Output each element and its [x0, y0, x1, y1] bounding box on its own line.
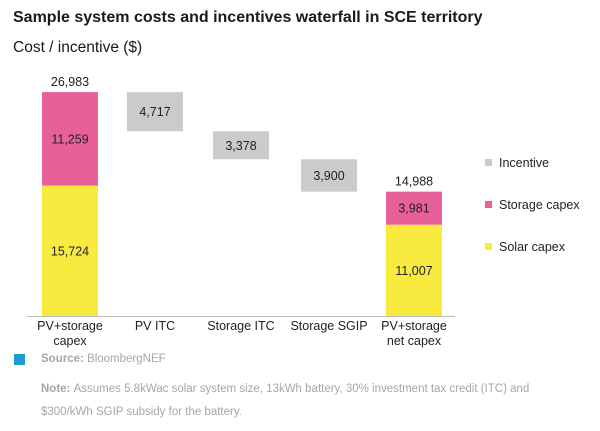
- source-line: Source: BloombergNEF: [14, 353, 166, 365]
- category-label-pv-storage-capex-line2: capex: [53, 334, 87, 348]
- bar-storage-capex-pv-storage-capex: [42, 92, 98, 186]
- category-label-storage-sgip: Storage SGIP: [290, 319, 367, 333]
- source-label: Source:: [41, 353, 84, 365]
- note-block: Note: Assumes 5.8kWac solar system size,…: [41, 378, 571, 424]
- legend-item-storage-capex: Storage capex: [485, 194, 580, 215]
- data-label-storage-capex-pv-storage-net-capex: 3,981: [398, 202, 429, 216]
- bar-storage-capex-pv-storage-net-capex: [386, 191, 442, 225]
- data-label-storage-capex-pv-storage-capex: 11,259: [51, 132, 88, 146]
- bar-solar-capex-pv-storage-net-capex: [386, 224, 442, 316]
- legend-label-incentive: Incentive: [499, 155, 550, 170]
- total-label-pv-storage-capex: 26,983: [51, 75, 89, 89]
- bar-incentive-storage-sgip: [301, 159, 357, 192]
- data-label-incentive-storage-sgip: 3,900: [313, 169, 344, 183]
- source-marker-icon: [14, 353, 25, 365]
- source-text: BloombergNEF: [87, 353, 166, 365]
- category-label-pv-storage-net-capex-line1: PV+storage: [381, 319, 447, 333]
- bar-solar-capex-pv-storage-capex: [42, 185, 98, 316]
- total-label-pv-storage-net-capex: 14,988: [395, 175, 433, 189]
- bar-incentive-storage-itc: [213, 131, 269, 160]
- data-label-solar-capex-pv-storage-capex: 15,724: [51, 244, 89, 258]
- chart-title: Sample system costs and incentives water…: [13, 9, 483, 26]
- legend-item-incentive: Incentive: [485, 152, 580, 173]
- data-label-solar-capex-pv-storage-net-capex: 11,007: [395, 264, 432, 278]
- chart-subtitle: Cost / incentive ($): [13, 39, 143, 56]
- category-label-pv-storage-capex-line1: PV+storage: [37, 319, 103, 333]
- legend-item-solar-capex: Solar capex: [485, 236, 580, 257]
- legend-label-storage-capex: Storage capex: [499, 197, 580, 212]
- legend-swatch-storage-capex: [485, 201, 492, 208]
- legend-swatch-solar-capex: [485, 243, 492, 250]
- note-text: Assumes 5.8kWac solar system size, 13kWh…: [41, 383, 530, 418]
- bar-incentive-pv-itc: [127, 92, 183, 132]
- category-label-storage-itc: Storage ITC: [207, 319, 274, 333]
- category-label-pv-itc: PV ITC: [135, 319, 175, 333]
- category-label-pv-storage-net-capex-line2: net capex: [387, 334, 442, 348]
- note-label: Note:: [41, 383, 71, 395]
- data-label-incentive-pv-itc: 4,717: [139, 105, 170, 119]
- chart-legend: Incentive Storage capex Solar capex: [485, 152, 580, 278]
- data-label-incentive-storage-itc: 3,378: [225, 139, 256, 153]
- legend-label-solar-capex: Solar capex: [499, 239, 566, 254]
- legend-swatch-incentive: [485, 159, 492, 166]
